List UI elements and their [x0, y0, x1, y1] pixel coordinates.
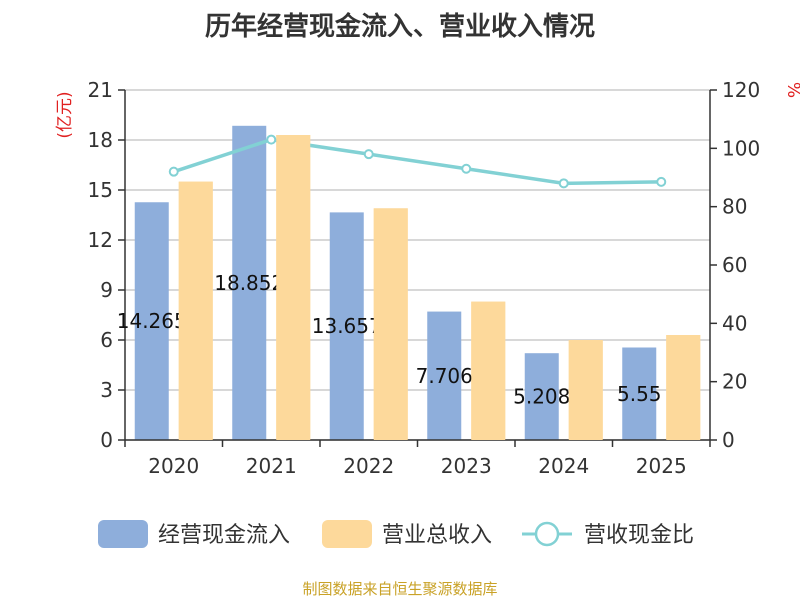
ratio-point	[168, 166, 179, 177]
x-tick-label: 2022	[343, 454, 394, 478]
left-tick-label: 9	[100, 278, 113, 302]
left-tick-label: 15	[88, 178, 113, 202]
cash-inflow-data-label: 7.706	[416, 364, 473, 388]
left-tick-label: 0	[100, 428, 113, 452]
revenue-bar-overlay	[178, 181, 213, 440]
cash-inflow-bar	[524, 353, 559, 440]
x-tick-label: 2024	[538, 454, 589, 478]
cash-inflow-bar	[622, 347, 657, 440]
legend-swatch-cash-inflow	[98, 520, 148, 548]
ratio-point	[656, 176, 667, 187]
left-tick-label: 21	[88, 78, 113, 102]
chart-title: 历年经营现金流入、营业收入情况	[204, 12, 595, 42]
right-tick-label: 80	[722, 195, 747, 219]
source-note: 制图数据来自恒生聚源数据库	[302, 580, 498, 598]
right-axis-unit: %	[783, 82, 800, 98]
legend-swatch-revenue	[322, 520, 372, 548]
left-tick-label: 6	[100, 328, 113, 352]
ratio-line-path	[173, 137, 662, 186]
revenue-bar-overlay	[373, 208, 408, 440]
cash-inflow-data-label: 18.852	[214, 271, 284, 295]
ratio-point	[363, 149, 374, 160]
cash-inflow-bar	[329, 212, 364, 440]
x-tick-label: 2025	[636, 454, 687, 478]
cash-inflow-data-label: 14.265	[117, 309, 187, 333]
left-tick-label: 18	[88, 128, 113, 152]
revenue-bar-overlay	[666, 335, 701, 440]
cash-inflow-bar	[232, 125, 267, 441]
legend-label-cash-inflow: 经营现金流入	[158, 523, 290, 548]
revenue-bar-overlay	[568, 340, 603, 440]
right-tick-label: 100	[722, 136, 760, 160]
x-tick-label: 2021	[246, 454, 297, 478]
right-tick-label: 120	[722, 78, 760, 102]
cash-inflow-data-label: 13.657	[312, 314, 382, 338]
x-tick-label: 2023	[441, 454, 492, 478]
left-tick-label: 3	[100, 378, 113, 402]
cash-inflow-bar	[427, 311, 462, 440]
right-tick-label: 60	[722, 253, 747, 277]
legend-label-revenue: 营业总收入	[382, 523, 492, 548]
axes: 0 3 6 9 12 15 18 21 0 20 40 60 80 100 120 (亿元)% 2020 2021…	[55, 78, 800, 478]
legend: 经营现金流入 营业总收入 营收现金比	[98, 520, 694, 548]
legend-label-ratio: 营收现金比	[584, 523, 694, 548]
x-tick-label: 2020	[148, 454, 199, 478]
ratio-line	[168, 134, 667, 189]
cash-inflow-bar	[134, 202, 169, 440]
right-tick-label: 0	[722, 428, 735, 452]
right-tick-label: 40	[722, 311, 747, 335]
left-axis-unit: (亿元)	[55, 91, 75, 138]
legend-swatch-ratio-marker	[534, 521, 560, 547]
cash-inflow-data-label: 5.208	[513, 385, 570, 409]
cash-inflow-data-label: 5.55	[617, 382, 662, 406]
revenue-bar-overlay	[471, 301, 506, 440]
right-tick-label: 20	[722, 370, 747, 394]
revenue-bar-overlay	[276, 135, 311, 440]
ratio-point	[461, 163, 472, 174]
left-tick-label: 12	[88, 228, 113, 252]
ratio-point	[266, 134, 277, 145]
data-labels: 14.265 18.852 13.657 7.706 5.208 5.55	[117, 135, 701, 440]
ratio-point	[558, 178, 569, 189]
